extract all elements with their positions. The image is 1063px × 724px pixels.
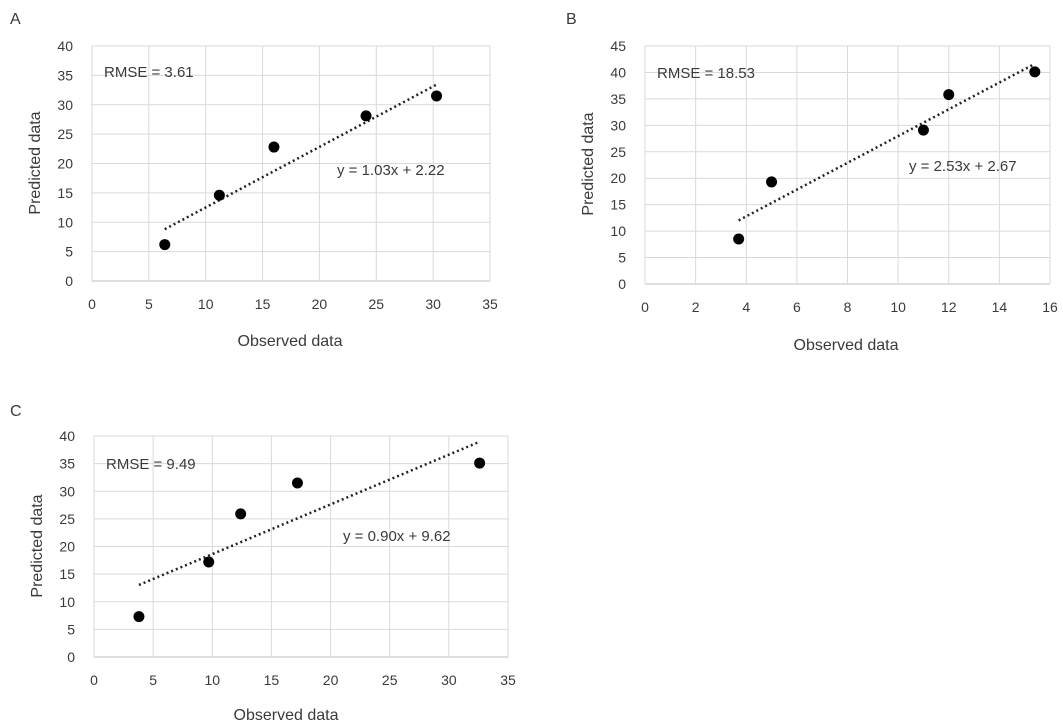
- data-point: [733, 233, 745, 245]
- x-tick-label: 35: [482, 296, 498, 312]
- trendline: [164, 83, 438, 231]
- y-tick-label: 0: [618, 276, 626, 292]
- y-tick-label: 30: [610, 117, 626, 133]
- panel-label: A: [10, 11, 21, 28]
- data-point: [917, 124, 929, 136]
- panel-label: B: [566, 11, 577, 28]
- equation-annotation: y = 2.53x + 2.67: [909, 158, 1017, 175]
- panel-label: C: [10, 403, 22, 420]
- x-tick-label: 5: [145, 296, 153, 312]
- rmse-annotation: RMSE = 18.53: [657, 65, 755, 82]
- y-axis-label: Predicted data: [29, 494, 46, 597]
- x-tick-label: 8: [844, 299, 852, 315]
- data-point: [431, 90, 443, 102]
- gridlines: [644, 45, 1051, 285]
- rmse-annotation: RMSE = 9.49: [106, 456, 196, 473]
- x-tick-label: 25: [368, 296, 384, 312]
- data-point: [474, 457, 486, 469]
- x-tick-label: 20: [323, 672, 339, 688]
- gridlines: [91, 45, 491, 282]
- y-tick-label: 15: [57, 185, 73, 201]
- x-axis-label: Observed data: [794, 337, 899, 354]
- data-point: [1029, 66, 1041, 78]
- x-tick-label: 0: [88, 296, 96, 312]
- data-point: [943, 89, 955, 101]
- y-tick-label: 10: [610, 223, 626, 239]
- y-tick-label: 45: [610, 38, 626, 54]
- x-tick-label: 4: [742, 299, 750, 315]
- x-tick-label: 0: [90, 672, 98, 688]
- x-tick-label: 15: [255, 296, 271, 312]
- trendline: [138, 440, 481, 587]
- y-tick-label: 0: [67, 649, 75, 665]
- data-point: [213, 189, 225, 201]
- x-tick-label: 10: [198, 296, 214, 312]
- y-tick-label: 15: [610, 197, 626, 213]
- gridlines: [93, 435, 509, 658]
- x-tick-label: 5: [149, 672, 157, 688]
- x-tick-label: 30: [425, 296, 441, 312]
- y-tick-label: 40: [59, 428, 75, 444]
- y-tick-label: 0: [65, 273, 73, 289]
- y-tick-label: 25: [610, 144, 626, 160]
- y-tick-label: 35: [57, 67, 73, 83]
- x-tick-label: 10: [204, 672, 220, 688]
- x-tick-label: 10: [890, 299, 906, 315]
- equation-annotation: y = 1.03x + 2.22: [337, 162, 445, 179]
- panel-b: B RMSE = 18.53 y = 2.53x + 2.67 Observed…: [566, 11, 1058, 354]
- y-axis-label: Predicted data: [27, 111, 44, 214]
- data-point: [133, 611, 145, 623]
- x-axis-label: Observed data: [234, 707, 339, 724]
- y-tick-label: 40: [57, 38, 73, 54]
- x-tick-label: 12: [941, 299, 957, 315]
- data-point: [235, 508, 247, 520]
- y-tick-label: 15: [59, 566, 75, 582]
- y-tick-label: 5: [67, 621, 75, 637]
- data-point: [291, 477, 303, 489]
- y-axis-label: Predicted data: [580, 112, 597, 215]
- y-tick-label: 20: [59, 539, 75, 555]
- data-point: [268, 141, 280, 153]
- y-tick-label: 35: [59, 456, 75, 472]
- y-tick-label: 10: [57, 214, 73, 230]
- x-tick-label: 2: [692, 299, 700, 315]
- y-tick-label: 10: [59, 594, 75, 610]
- x-tick-label: 16: [1042, 299, 1058, 315]
- x-tick-label: 30: [441, 672, 457, 688]
- data-point: [360, 110, 372, 122]
- y-tick-label: 35: [610, 91, 626, 107]
- x-tick-label: 14: [992, 299, 1008, 315]
- x-tick-label: 25: [382, 672, 398, 688]
- equation-annotation: y = 0.90x + 9.62: [343, 528, 451, 545]
- data-point: [766, 176, 778, 188]
- trendline: [738, 62, 1036, 222]
- x-tick-label: 6: [793, 299, 801, 315]
- x-axis-label: Observed data: [238, 333, 343, 350]
- data-point: [203, 556, 215, 568]
- y-tick-label: 40: [610, 64, 626, 80]
- x-tick-label: 0: [641, 299, 649, 315]
- x-tick-label: 35: [500, 672, 516, 688]
- y-tick-label: 30: [59, 483, 75, 499]
- y-tick-label: 25: [57, 126, 73, 142]
- panel-c: C RMSE = 9.49 y = 0.90x + 9.62 Observed …: [10, 403, 516, 724]
- y-tick-label: 20: [57, 156, 73, 172]
- x-tick-label: 15: [264, 672, 280, 688]
- data-point: [159, 239, 171, 251]
- y-tick-label: 20: [610, 170, 626, 186]
- panel-a: A RMSE = 3.61 y = 1.03x + 2.22 Observed …: [10, 11, 498, 350]
- rmse-annotation: RMSE = 3.61: [104, 64, 194, 81]
- y-tick-label: 5: [65, 244, 73, 260]
- y-tick-label: 25: [59, 511, 75, 527]
- y-tick-label: 30: [57, 97, 73, 113]
- x-tick-label: 20: [312, 296, 328, 312]
- y-tick-label: 5: [618, 250, 626, 266]
